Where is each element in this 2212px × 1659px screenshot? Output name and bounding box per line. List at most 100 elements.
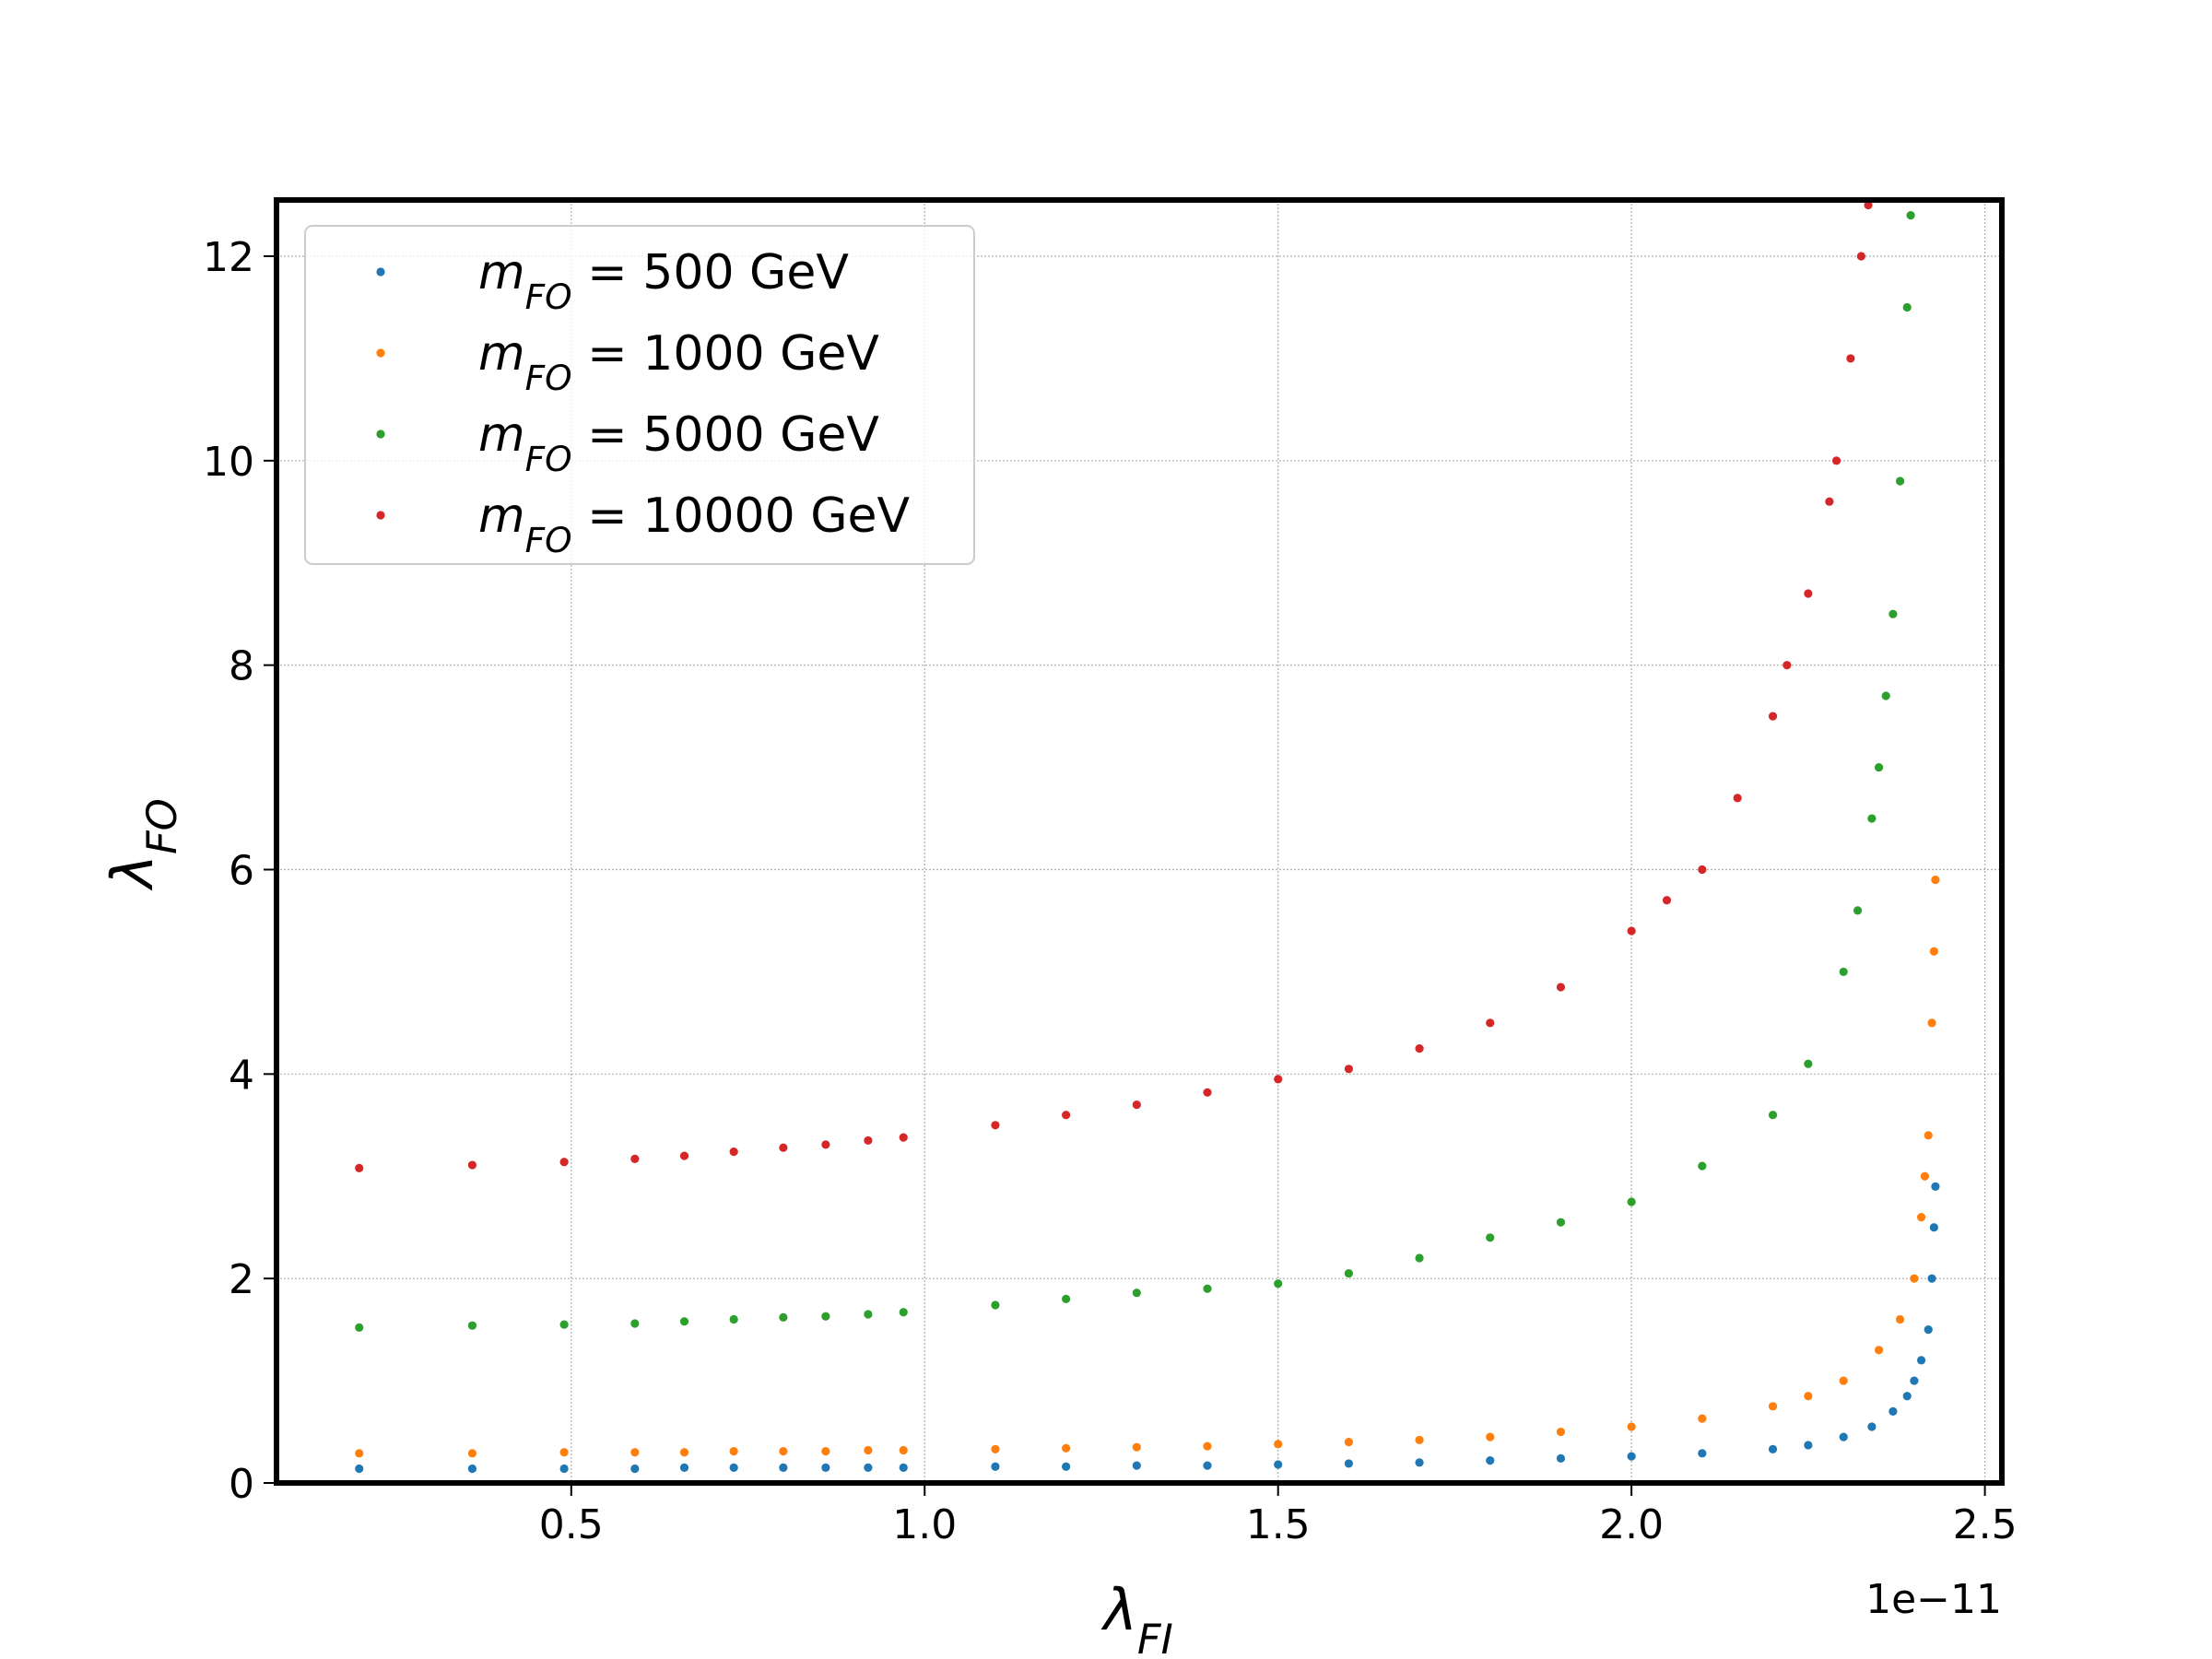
point: [899, 1133, 908, 1142]
point: [355, 1449, 364, 1458]
point: [467, 1160, 477, 1170]
point: [1920, 1171, 1930, 1181]
legend: mFO = 500 GeV mFO = 1000 GeV mFO = 5000 Ge…: [304, 225, 975, 565]
point: [1062, 1111, 1071, 1120]
point: [1203, 1441, 1212, 1451]
point: [729, 1463, 738, 1472]
point: [1415, 1044, 1424, 1053]
y-tick-label: 2: [229, 1256, 254, 1303]
point: [1203, 1284, 1212, 1293]
point: [1415, 1253, 1424, 1263]
point: [679, 1463, 689, 1472]
point: [1839, 1432, 1848, 1441]
point: [1804, 1441, 1813, 1450]
point: [1627, 1452, 1636, 1461]
point: [1274, 1460, 1283, 1469]
grid: [276, 200, 2002, 1484]
y-tick-label: 4: [229, 1052, 254, 1099]
y-tick-label: 10: [203, 439, 254, 486]
point: [1902, 1392, 1912, 1401]
point: [1768, 1111, 1778, 1120]
point: [1132, 1100, 1141, 1110]
point: [1768, 712, 1778, 721]
point: [467, 1449, 477, 1458]
point: [1929, 1223, 1938, 1232]
point: [1274, 1279, 1283, 1288]
point: [1556, 982, 1566, 992]
point: [1856, 252, 1865, 261]
point: [821, 1447, 830, 1456]
point: [1698, 865, 1707, 875]
point: [1931, 875, 1940, 885]
point: [1556, 1218, 1566, 1227]
point: [1846, 354, 1855, 363]
legend-label: mFO = 500 GeV: [478, 245, 849, 317]
point: [864, 1445, 873, 1455]
point: [1062, 1294, 1071, 1303]
legend-label: mFO = 5000 GeV: [478, 407, 879, 479]
y-tick-label: 8: [229, 643, 254, 690]
point: [1274, 1440, 1283, 1449]
legend-marker: [376, 348, 385, 358]
point: [1344, 1065, 1353, 1074]
point: [559, 1464, 569, 1474]
plot-frame: [274, 197, 2005, 1486]
point: [821, 1312, 830, 1321]
point: [1881, 691, 1890, 700]
point: [1825, 497, 1834, 506]
point: [899, 1463, 908, 1472]
point: [864, 1310, 873, 1319]
y-tick-label: 6: [229, 848, 254, 895]
point: [1733, 794, 1742, 803]
point: [1662, 896, 1672, 905]
point: [1867, 814, 1877, 823]
point: [1839, 1376, 1848, 1385]
point: [729, 1147, 738, 1157]
point: [559, 1158, 569, 1167]
point: [1274, 1075, 1283, 1084]
point: [1853, 906, 1863, 915]
point: [1804, 1392, 1813, 1401]
point: [1931, 1182, 1940, 1191]
legend-marker: [376, 267, 385, 276]
point: [899, 1445, 908, 1455]
point: [1874, 1346, 1884, 1355]
point: [864, 1135, 873, 1146]
point: [779, 1143, 788, 1152]
x-axis-label: λFI: [1100, 1576, 1173, 1659]
point: [1895, 1314, 1905, 1324]
point: [991, 1300, 1000, 1310]
point: [779, 1447, 788, 1456]
point: [1203, 1461, 1212, 1470]
legend-marker: [376, 429, 385, 439]
point: [1916, 1356, 1926, 1365]
point: [679, 1448, 689, 1457]
point: [467, 1321, 477, 1330]
legend-box: [304, 225, 975, 565]
point: [864, 1463, 873, 1472]
point: [1888, 609, 1898, 618]
point: [630, 1319, 640, 1328]
point: [1768, 1444, 1778, 1453]
point: [1906, 211, 1915, 220]
point: [1627, 1422, 1636, 1431]
x-tick-label: 1.0: [892, 1501, 957, 1548]
point: [1864, 200, 1873, 210]
point: [630, 1464, 640, 1474]
point: [355, 1163, 364, 1172]
x-tick-label: 2.5: [1953, 1501, 2018, 1548]
marks: [355, 200, 1940, 1474]
point: [1783, 661, 1792, 670]
point: [1874, 762, 1884, 772]
point: [1415, 1435, 1424, 1445]
point: [630, 1448, 640, 1457]
legend-label: mFO = 10000 GeV: [478, 488, 911, 560]
point: [729, 1314, 738, 1324]
point: [1556, 1453, 1566, 1463]
point: [467, 1464, 477, 1474]
point: [1902, 302, 1912, 312]
point: [1627, 926, 1636, 935]
point: [1415, 1458, 1424, 1467]
point: [1927, 1018, 1936, 1028]
point: [1486, 1018, 1495, 1028]
